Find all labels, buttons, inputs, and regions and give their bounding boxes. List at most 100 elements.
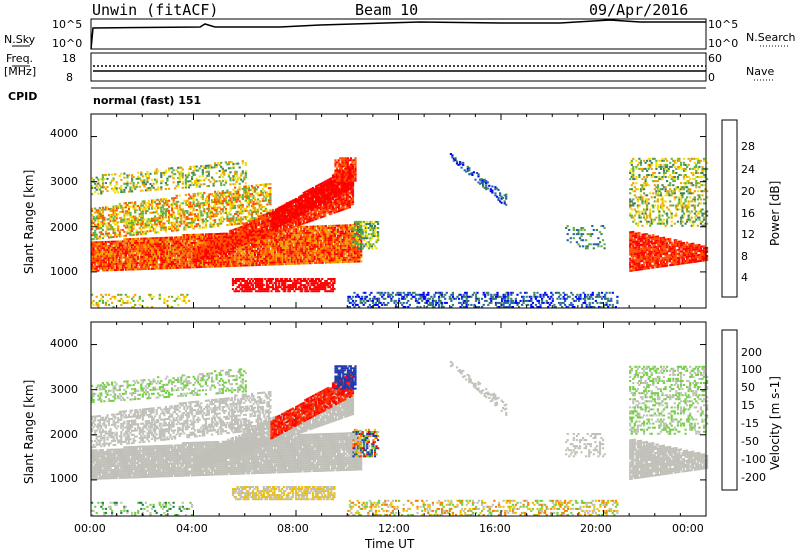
data-cell xyxy=(228,212,230,214)
data-cell xyxy=(102,211,104,213)
data-cell xyxy=(225,210,227,212)
data-cell xyxy=(102,176,104,178)
data-cell xyxy=(245,182,247,184)
data-cell xyxy=(180,223,182,225)
data-cell xyxy=(234,205,236,207)
data-cell xyxy=(242,218,244,220)
data-cell xyxy=(102,225,104,227)
data-cell xyxy=(173,169,175,171)
data-cell xyxy=(131,188,133,190)
data-cell xyxy=(94,220,96,222)
data-cell xyxy=(306,226,308,228)
data-cell xyxy=(143,179,145,181)
data-cell xyxy=(193,199,195,201)
data-cell xyxy=(173,222,175,224)
data-cell xyxy=(223,194,225,196)
data-cell xyxy=(189,166,191,168)
data-cell xyxy=(116,209,118,211)
data-cell xyxy=(148,206,150,208)
data-cell xyxy=(322,262,324,264)
data-cell xyxy=(143,219,145,221)
data-cell xyxy=(123,215,125,217)
data-cell xyxy=(116,257,118,259)
data-cell xyxy=(140,225,142,227)
data-cell xyxy=(269,197,271,199)
data-cell xyxy=(245,200,247,202)
data-cell xyxy=(142,221,144,223)
data-cell xyxy=(163,223,165,225)
data-cell xyxy=(157,213,159,215)
data-cell xyxy=(220,223,222,225)
data-cell xyxy=(203,179,205,181)
data-cell xyxy=(97,181,99,183)
data-cell xyxy=(214,205,216,207)
data-cell xyxy=(222,216,224,218)
data-cell xyxy=(229,167,231,169)
data-cell xyxy=(154,215,156,217)
data-cell xyxy=(165,182,167,184)
data-cell xyxy=(216,166,218,168)
data-cell xyxy=(116,236,118,238)
data-cell xyxy=(176,169,178,171)
data-cell xyxy=(203,210,205,212)
data-cell xyxy=(168,220,170,222)
data-cell xyxy=(143,240,145,242)
data-cell xyxy=(193,197,195,199)
data-cell xyxy=(209,181,211,183)
data-cell xyxy=(126,177,128,179)
data-cell xyxy=(105,225,107,227)
data-cell xyxy=(203,220,205,222)
data-cell xyxy=(186,216,188,218)
data-cell xyxy=(260,208,262,210)
data-cell xyxy=(245,170,247,172)
data-cell xyxy=(193,201,195,203)
data-cell xyxy=(300,256,302,258)
data-cell xyxy=(103,178,105,180)
data-cell xyxy=(108,222,110,224)
data-cell xyxy=(200,213,202,215)
data-cell xyxy=(156,266,158,268)
data-cell xyxy=(266,227,268,229)
data-cell xyxy=(256,262,258,264)
data-cell xyxy=(186,224,188,226)
data-cell xyxy=(171,206,173,208)
data-cell xyxy=(165,214,167,216)
data-cell xyxy=(211,177,213,179)
data-cell xyxy=(199,205,201,207)
data-cell xyxy=(126,204,128,206)
data-cell xyxy=(125,255,127,257)
data-cell xyxy=(174,215,176,217)
data-cell xyxy=(171,257,173,259)
data-cell xyxy=(236,171,238,173)
data-cell xyxy=(196,186,198,188)
data-cell xyxy=(229,199,231,201)
data-cell xyxy=(102,215,104,217)
data-cell xyxy=(229,214,231,216)
data-cell xyxy=(136,264,138,266)
data-cell xyxy=(242,172,244,174)
data-cell xyxy=(140,174,142,176)
data-cell xyxy=(251,199,253,201)
data-cell xyxy=(146,173,148,175)
data-cell xyxy=(131,174,133,176)
data-cell xyxy=(97,183,99,185)
data-cell xyxy=(334,227,336,229)
data-cell xyxy=(120,187,122,189)
data-cell xyxy=(254,187,256,189)
data-cell xyxy=(99,211,101,213)
data-cell xyxy=(202,169,204,171)
data-cell xyxy=(173,181,175,183)
data-cell xyxy=(137,182,139,184)
data-cell xyxy=(360,256,362,258)
data-cell xyxy=(171,224,173,226)
data-cell xyxy=(242,170,244,172)
data-cell xyxy=(189,240,191,242)
data-cell xyxy=(249,189,251,191)
data-cell xyxy=(149,173,151,175)
data-cell xyxy=(97,223,99,225)
data-cell xyxy=(229,183,231,185)
data-cell xyxy=(139,186,141,188)
data-cell xyxy=(96,177,98,179)
data-cell xyxy=(209,206,211,208)
data-cell xyxy=(120,173,122,175)
